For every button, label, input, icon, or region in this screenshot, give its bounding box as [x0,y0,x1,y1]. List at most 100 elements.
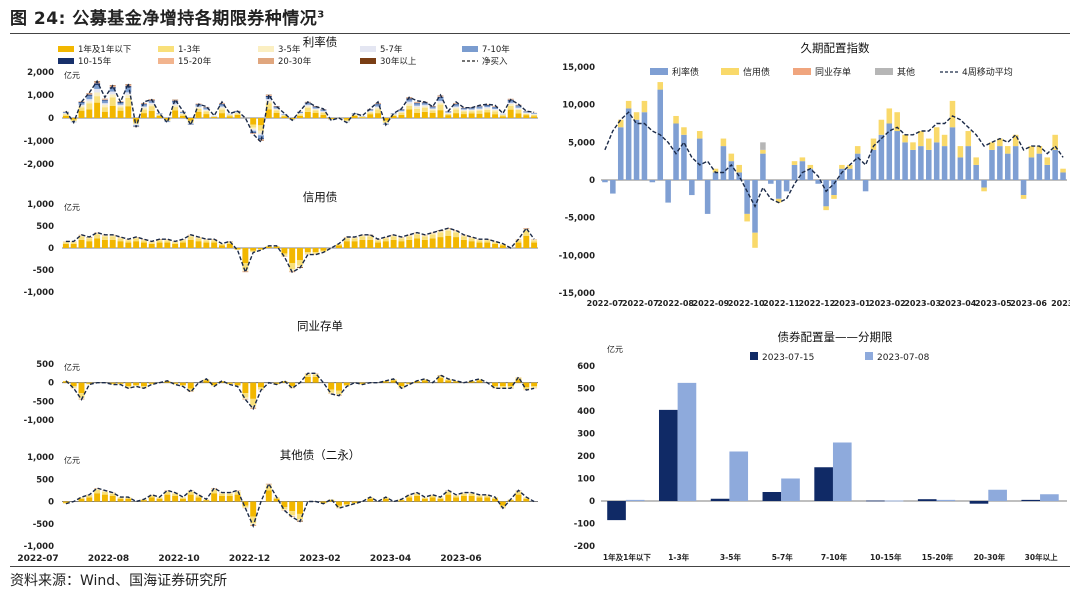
y-tick-label: 15,000 [562,63,595,73]
bar-segment [289,263,296,270]
bar-segment [910,142,916,150]
bar-segment [172,110,179,118]
bar-segment [445,235,452,248]
bar-segment [289,501,296,512]
bar-segment [179,115,186,118]
bar-segment [140,240,147,243]
bar-2023-07-15 [866,500,885,502]
bar-segment [933,127,940,143]
bar-segment [414,381,421,383]
bar-segment [86,99,93,102]
bar-segment [187,390,194,392]
bar-segment [453,237,460,248]
bar-segment [696,138,703,180]
bar-2023-07-15 [1021,499,1041,501]
bar-segment [148,495,155,498]
legend-swatch-7 [258,58,274,64]
bar-segment [164,491,171,495]
bar-segment [78,236,85,240]
figure-label: 图 24: [10,9,66,29]
legend-label-5: 10-15年 [78,56,112,67]
bar-segment [429,233,436,235]
bar-2023-07-15 [762,492,782,501]
bar-segment [140,386,147,388]
x-tick-label: 2022-07 [622,299,659,308]
bar-segment [468,238,475,242]
bar-segment [219,103,225,105]
bar-segment [304,106,311,108]
bar-segment [226,495,233,502]
bar-segment [775,180,782,199]
bar-segment [78,110,85,118]
x-tick-label: 2023- [1051,299,1070,308]
bar-segment [625,100,632,109]
bar-segment [78,102,85,105]
bar-segment [133,384,140,386]
top-rule [10,33,1070,34]
bar-segment [94,83,101,85]
x-tick-label: 2022-11 [763,299,800,308]
bar-segment [258,387,264,390]
bar-segment [62,242,69,244]
bar-segment [78,382,85,394]
bar-segment [133,241,140,248]
bar-segment [219,106,225,108]
bar-segment [398,500,405,502]
bar-segment [86,95,93,100]
bar-segment [468,495,475,502]
bar-segment [297,265,303,268]
bar-segment [689,180,695,196]
bar-segment [187,382,194,389]
bar-segment [242,507,249,508]
x-tick-label: 1-3年 [668,552,690,562]
bar-segment [125,382,132,387]
bar-segment [429,495,436,498]
bar-segment [760,142,766,150]
bar-segment [390,114,397,116]
source-note: 资料来源：Wind、国海证券研究所 [10,573,228,589]
bar-segment [140,107,147,110]
x-tick-label: 2023-02 [299,554,340,564]
bar-segment [297,113,303,115]
bar-segment [203,239,210,241]
bar-segment [70,386,77,388]
bar-segment [617,127,624,180]
bar-segment [398,114,405,118]
bar-segment [62,115,69,118]
bar-segment [62,114,69,116]
bar-segment [941,134,948,147]
y-tick-label: 5,000 [568,138,595,148]
legend-label-7: 20-30年 [278,56,312,67]
bar-segment [195,237,202,239]
bar-segment [234,490,241,492]
chart-title: 利率债 [303,35,338,49]
bar-segment [101,98,108,100]
bar-segment [133,118,140,122]
bar-segment [752,232,758,248]
bar-segment [453,102,460,104]
legend-swatch-6 [158,58,174,64]
bar-segment [312,108,319,110]
bar-2023-07-15 [607,501,626,521]
bar-segment [476,495,483,498]
bar-segment [414,233,421,235]
legend-swatch-8 [360,58,376,64]
bar-segment [910,149,916,180]
legend-label-2: 3-5年 [278,44,301,55]
bar-segment [140,239,147,241]
bar-segment [125,242,132,248]
bar-segment [211,493,218,502]
bar-segment [179,382,186,385]
x-tick-label: 3-5年 [720,552,742,562]
bar-segment [414,495,421,502]
bar-segment [211,242,218,248]
bar-segment [328,389,335,393]
bar-segment [94,234,101,239]
bar-segment [1012,134,1019,147]
bar-segment [117,382,124,384]
bar-segment [515,242,522,248]
bar-segment [398,386,405,388]
bar-segment [484,105,491,106]
y-tick-label: 0 [48,114,54,124]
bar-segment [531,239,538,241]
